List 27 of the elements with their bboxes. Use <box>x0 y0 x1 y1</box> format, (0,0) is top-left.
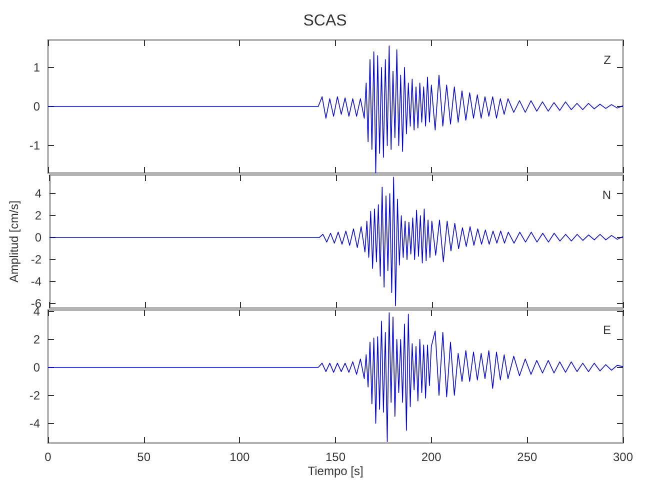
y-axis-title: Amplitud [cm/s] <box>7 200 21 283</box>
y-tick-label: 4 <box>34 186 42 201</box>
y-tick-label: 0 <box>34 230 42 245</box>
x-tick-label: 150 <box>325 450 346 464</box>
x-tick-label: 100 <box>230 450 250 464</box>
y-tick-label: -4 <box>30 274 42 289</box>
annotation: N <box>602 188 612 202</box>
y-tick-label: -2 <box>29 388 40 402</box>
x-axis-title: Tiempo [s] <box>308 464 364 478</box>
y-tick-label: 0 <box>33 360 40 374</box>
y-tick-label: 0 <box>33 100 40 114</box>
annotation: Z <box>604 53 612 67</box>
chart-title: SCAS <box>303 12 347 30</box>
y-tick-label: -2 <box>30 252 42 267</box>
y-tick-label: 1 <box>33 60 40 74</box>
line-series <box>48 312 624 442</box>
x-tick-label: 0 <box>44 450 52 464</box>
x-tick-label: 50 <box>137 450 151 464</box>
x-tick-label: 250 <box>517 450 538 464</box>
y-tick-label: -1 <box>29 138 40 153</box>
x-tick-label: 200 <box>421 450 442 464</box>
line-series <box>49 176 624 306</box>
y-tick-label: 2 <box>33 332 40 346</box>
y-tick-label: -4 <box>29 416 40 430</box>
x-tick-label: 300 <box>612 450 634 464</box>
y-tick-label: 2 <box>34 208 42 223</box>
annotation: E <box>602 323 612 337</box>
